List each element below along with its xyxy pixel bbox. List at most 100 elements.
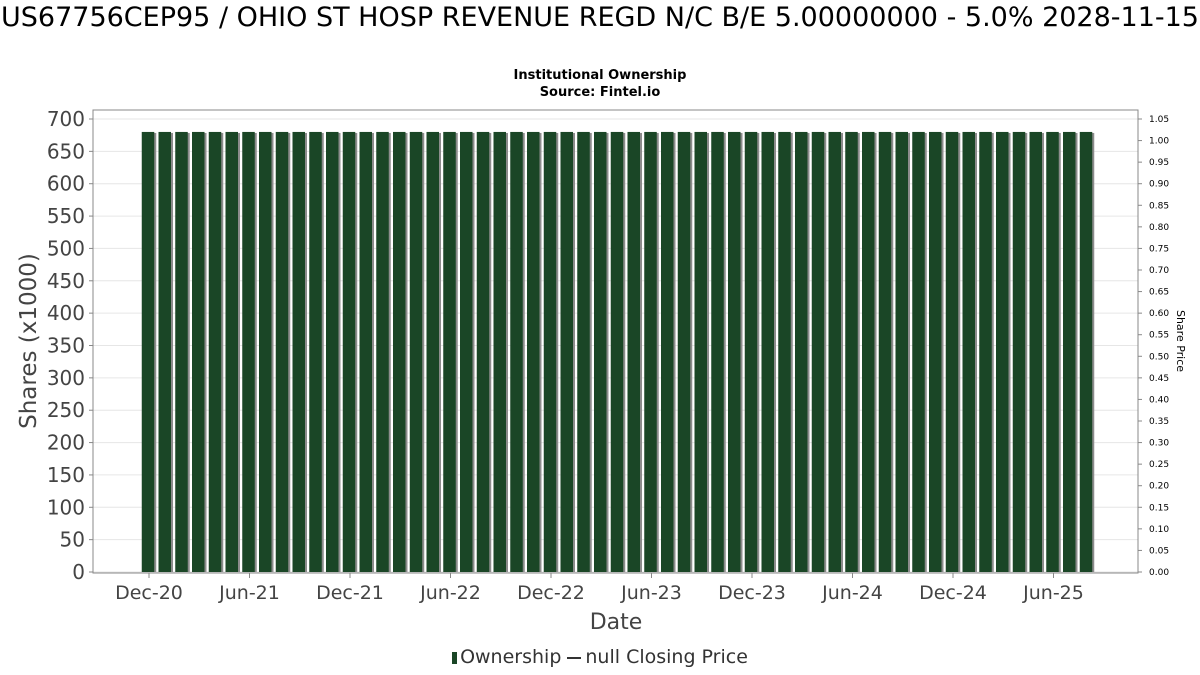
y2-tick-label: 0.45 — [1149, 374, 1169, 384]
bar — [962, 131, 975, 572]
bar — [326, 131, 339, 572]
y2-tick-label: 0.75 — [1149, 244, 1169, 254]
y2-tick-label: 1.00 — [1149, 137, 1169, 147]
price-swatch — [567, 656, 582, 659]
bar — [242, 131, 255, 572]
bar — [560, 131, 573, 572]
bar — [744, 131, 758, 572]
y2-tick-label: 0.40 — [1149, 395, 1169, 405]
x-axis-label: Date — [590, 610, 643, 635]
plot-area — [92, 109, 1139, 574]
bar — [610, 131, 624, 572]
legend-price: null Closing Price — [585, 646, 748, 668]
x-tick-label: Jun-23 — [620, 582, 682, 604]
bar — [694, 131, 707, 572]
y-tick-label: 0 — [72, 560, 85, 584]
y2-tick-label: 0.85 — [1149, 201, 1169, 211]
y-tick-label: 600 — [47, 172, 85, 196]
bar — [929, 131, 942, 572]
x-tick-label: Jun-25 — [1022, 582, 1084, 604]
x-tick-label: Jun-21 — [218, 582, 280, 604]
bar — [878, 131, 892, 572]
bar — [476, 131, 490, 572]
bar — [275, 131, 289, 572]
y2-tick-label: 0.95 — [1149, 158, 1169, 168]
y2-tick-label: 0.30 — [1149, 439, 1169, 449]
bar — [359, 131, 372, 572]
bar — [208, 131, 222, 572]
y-tick-label: 500 — [47, 236, 85, 260]
legend: Ownership null Closing Price — [0, 646, 1200, 668]
y2-tick-label: 0.05 — [1149, 546, 1169, 556]
bar — [795, 131, 808, 572]
bar — [761, 131, 774, 572]
bar — [409, 131, 423, 572]
bar — [527, 131, 540, 572]
y-axis-left: 0 50 100 150 200 250 300 350 400 450 500 550 600 650 7… — [47, 107, 93, 584]
y2-tick-label: 0.60 — [1149, 309, 1169, 319]
y-tick-label: 250 — [47, 398, 85, 422]
bar — [945, 131, 959, 572]
bar — [1046, 131, 1059, 572]
bar — [225, 131, 238, 572]
y2-tick-label: 0.25 — [1149, 460, 1169, 470]
bar — [158, 131, 171, 572]
bar — [175, 131, 188, 572]
y2-tick-label: 0.80 — [1149, 223, 1169, 233]
bar — [811, 131, 825, 572]
chart-title: US67756CEP95 / OHIO ST HOSP REVENUE REGD… — [1, 2, 1199, 33]
bar-series — [141, 131, 1095, 572]
bar — [376, 131, 389, 572]
bar — [828, 131, 841, 572]
bar — [594, 131, 607, 572]
y2-tick-label: 0.70 — [1149, 266, 1169, 276]
bar — [979, 131, 992, 572]
bar — [728, 131, 741, 572]
bar — [845, 131, 858, 572]
bar — [510, 131, 523, 572]
bar — [1063, 131, 1076, 572]
y2-tick-label: 0.90 — [1149, 180, 1169, 190]
bar — [862, 131, 875, 572]
bar — [778, 131, 791, 572]
bar — [1079, 131, 1093, 572]
y2-tick-label: 0.35 — [1149, 417, 1169, 427]
x-axis: Dec-20 Jun-21 Dec-21 Jun-22 Dec-22 Jun-23 Dec-… — [115, 573, 1084, 604]
y2-tick-label: 0.55 — [1149, 331, 1169, 341]
y-tick-label: 450 — [47, 269, 85, 293]
bar — [460, 131, 473, 572]
x-tick-label: Dec-22 — [517, 582, 585, 604]
bar — [543, 131, 557, 572]
legend-ownership: Ownership — [460, 646, 562, 668]
bar — [141, 131, 155, 572]
x-tick-label: Jun-22 — [419, 582, 481, 604]
y-tick-label: 50 — [60, 528, 85, 552]
x-tick-label: Jun-24 — [821, 582, 883, 604]
y2-tick-label: 1.05 — [1149, 115, 1169, 125]
bar — [393, 131, 406, 572]
bar — [677, 131, 691, 572]
y-tick-label: 100 — [47, 495, 85, 519]
bar — [1012, 131, 1026, 572]
y-tick-label: 200 — [47, 431, 85, 455]
y-tick-label: 400 — [47, 301, 85, 325]
bar — [577, 131, 590, 572]
y-tick-label: 700 — [47, 107, 85, 131]
y-axis-label: Shares (x1000) — [16, 253, 42, 429]
ownership-swatch — [452, 651, 458, 664]
y2-tick-label: 0.20 — [1149, 482, 1169, 492]
y2-tick-label: 0.65 — [1149, 288, 1169, 298]
x-tick-label: Dec-24 — [919, 582, 987, 604]
bar — [644, 131, 657, 572]
x-tick-label: Dec-20 — [115, 582, 183, 604]
chart-source: Source: Fintel.io — [539, 85, 661, 100]
bar — [711, 131, 724, 572]
bar — [342, 131, 356, 572]
bar — [426, 131, 439, 572]
bar — [309, 131, 322, 572]
bar — [292, 131, 305, 572]
x-tick-label: Dec-21 — [316, 582, 384, 604]
bar — [443, 131, 456, 572]
bar — [627, 131, 640, 572]
